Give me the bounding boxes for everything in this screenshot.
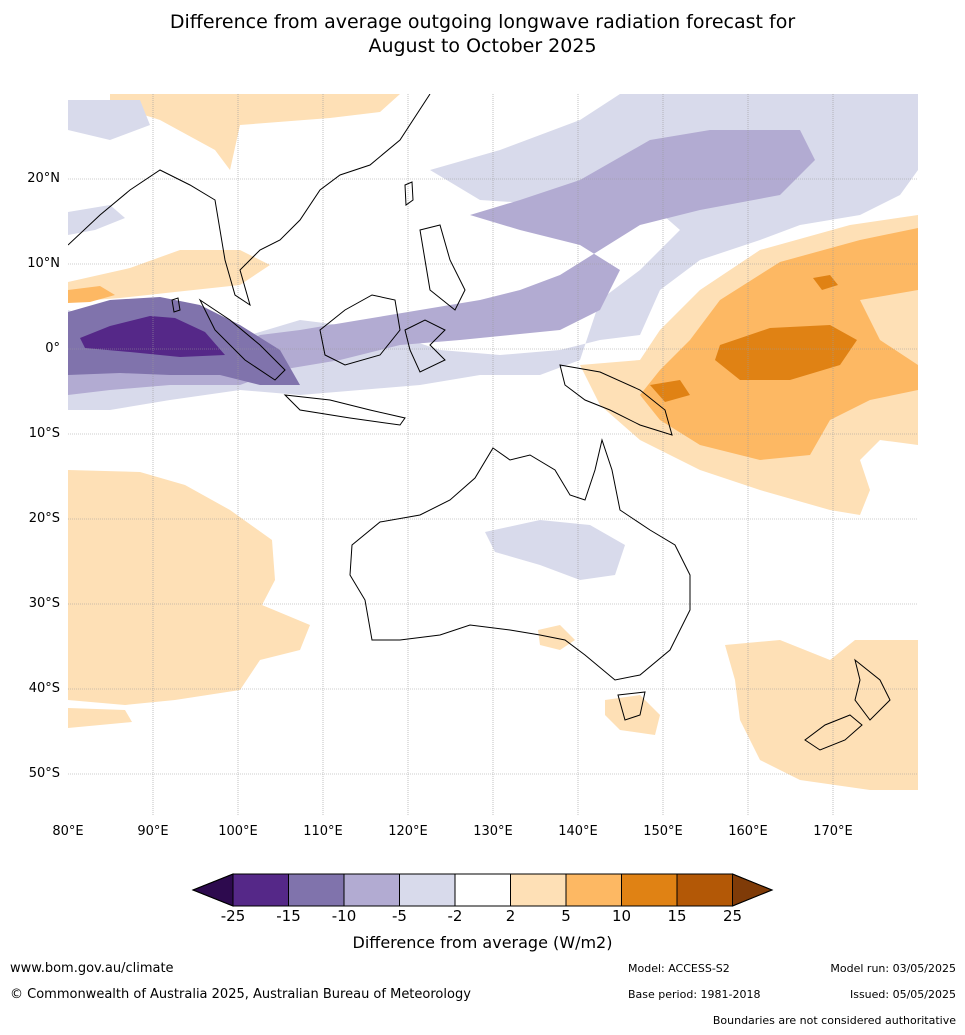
lon-label-90e: 90°E <box>137 824 169 839</box>
lon-label-160e: 160°E <box>728 824 768 839</box>
graticule <box>68 94 918 816</box>
coastlines <box>68 94 891 751</box>
colorbar-tick-minus10: -10 <box>331 907 357 925</box>
positive-anomaly-region-southern-australia <box>538 625 575 650</box>
colorbar-extend-high <box>732 873 774 907</box>
positive-anomaly-region-indian-ocean-south <box>68 708 132 728</box>
colorbar-bin-7 <box>566 874 622 906</box>
positive-anomaly-region-tasmania <box>605 695 660 735</box>
lat-label-20n: 20°N <box>27 171 60 186</box>
positive-anomaly-patch-micronesia <box>813 275 838 290</box>
coastline-new-zealand-north <box>854 658 891 721</box>
lat-label-50s: 50°S <box>28 766 60 781</box>
coastline-sri-lanka <box>171 297 181 313</box>
anomaly-field <box>68 94 918 790</box>
lon-label-110e: 110°E <box>303 824 343 839</box>
positive-anomaly-core <box>715 325 857 380</box>
lat-label-10n: 10°N <box>27 256 60 271</box>
website-link[interactable]: www.bom.gov.au/climate <box>10 961 174 976</box>
colorbar-label: Difference from average (W/m2) <box>352 933 613 952</box>
colorbar-tick-15: 15 <box>667 907 687 925</box>
colorbar-bin-8 <box>621 874 677 906</box>
coastline-borneo <box>319 294 401 366</box>
colorbar-extend-low <box>191 873 234 907</box>
model-name: Model: ACCESS-S2 <box>628 962 730 975</box>
colorbar-bin-2 <box>288 874 344 906</box>
colorbar-tick-2: 2 <box>505 907 516 925</box>
colorbar-tick-25: 25 <box>722 907 743 925</box>
colorbar-tick-5: 5 <box>561 907 571 925</box>
coastline-new-zealand-south <box>804 714 863 751</box>
coastline-tasmania <box>617 691 646 721</box>
coastline-philippines <box>419 224 466 311</box>
coastline-new-guinea <box>559 364 673 436</box>
lon-label-130e: 130°E <box>473 824 513 839</box>
colorbar-bin-4 <box>399 874 455 906</box>
colorbar-tick-minus15: -15 <box>276 907 301 925</box>
title-line-1: Difference from average outgoing longwav… <box>169 11 796 33</box>
colorbar-bin-6 <box>510 874 566 906</box>
colorbar-bin-5 <box>455 874 511 906</box>
coastline-java <box>283 394 406 426</box>
base-period: Base period: 1981-2018 <box>628 988 761 1001</box>
colorbar-tick-10: 10 <box>611 907 632 925</box>
lon-label-100e: 100°E <box>218 824 258 839</box>
negative-anomaly-moderate-west-pacific <box>68 130 815 395</box>
lat-label-30s: 30°S <box>28 596 60 611</box>
lat-label-20s: 20°S <box>28 511 60 526</box>
lon-label-170e: 170°E <box>813 824 853 839</box>
colorbar-bin-1 <box>233 874 289 906</box>
positive-anomaly-region-indian-ocean <box>68 470 310 705</box>
model-run-date: Model run: 03/05/2025 <box>830 962 956 975</box>
colorbar-bin-3 <box>344 874 400 906</box>
coastline-asia <box>68 94 431 307</box>
colorbar <box>191 873 774 907</box>
positive-anomaly-region-north-china <box>110 94 400 170</box>
chart-title: Difference from average outgoing longwav… <box>0 10 965 58</box>
coastline-sulawesi <box>404 319 446 373</box>
negative-anomaly-region-arabian <box>68 205 125 235</box>
coastline-taiwan <box>404 181 414 206</box>
positive-anomaly-region-tasman <box>725 640 918 790</box>
colorbar-tick-minus5: -5 <box>392 907 407 925</box>
lat-label-40s: 40°S <box>28 681 60 696</box>
lon-label-80e: 80°E <box>52 824 84 839</box>
issued-date: Issued: 05/05/2025 <box>849 988 956 1001</box>
colorbar-tick-minus25: -25 <box>220 907 246 925</box>
colorbar-bin-9 <box>677 874 733 906</box>
negative-anomaly-core-indian-ocean <box>80 316 225 357</box>
lat-label-0: 0° <box>45 341 60 356</box>
lon-label-140e: 140°E <box>558 824 598 839</box>
copyright-text: © Commonwealth of Australia 2025, Austra… <box>10 987 471 1002</box>
title-line-2: August to October 2025 <box>368 35 597 57</box>
coastline-sumatra <box>198 298 286 381</box>
boundaries-disclaimer: Boundaries are not considered authoritat… <box>712 1014 956 1027</box>
negative-anomaly-region-australia <box>485 520 625 580</box>
coastline-australia <box>349 438 691 681</box>
positive-anomaly-patch-solomon <box>650 380 690 402</box>
negative-anomaly-region-india <box>68 100 150 140</box>
colorbar-tick-minus2: -2 <box>447 907 463 925</box>
positive-anomaly-region-bay-of-bengal <box>68 250 270 302</box>
lon-label-120e: 120°E <box>388 824 428 839</box>
positive-anomaly-region-bay-of-bengal-moderate <box>68 286 115 303</box>
lat-label-10s: 10°S <box>28 426 60 441</box>
lon-label-150e: 150°E <box>643 824 683 839</box>
